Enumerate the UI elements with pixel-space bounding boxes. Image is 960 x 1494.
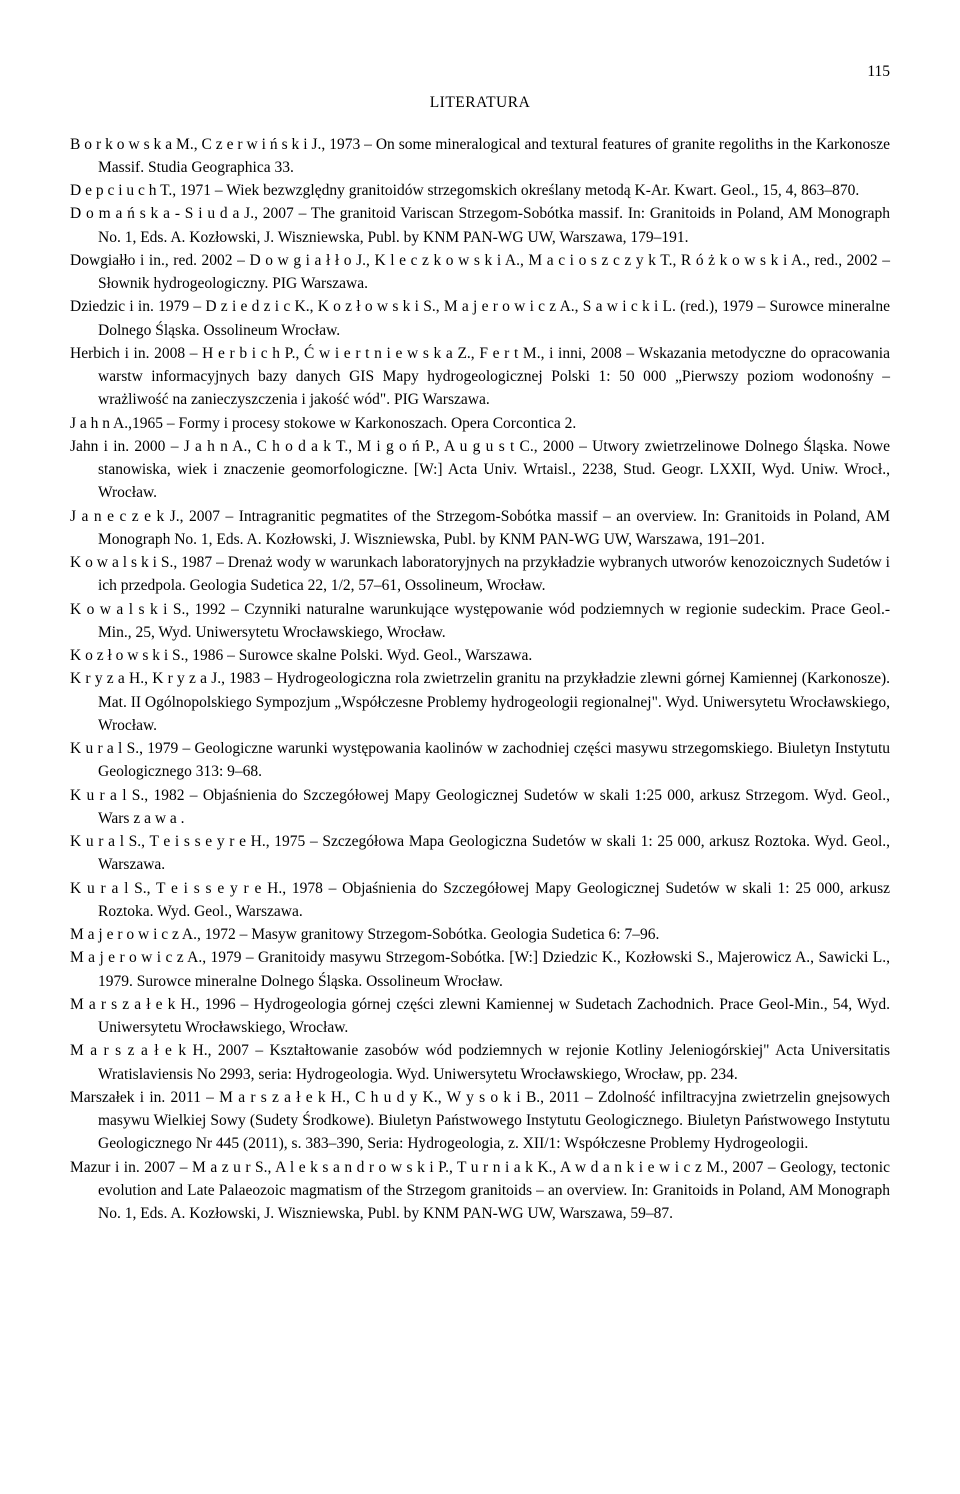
reference-entry: K o z ł o w s k i S., 1986 – Surowce ska… (70, 644, 890, 667)
reference-entry: K u r a l S., T e i s s e y r e H., 1978… (70, 877, 890, 924)
reference-entry: J a h n A.,1965 – Formy i procesy stokow… (70, 412, 890, 435)
reference-entry: D e p c i u c h T., 1971 – Wiek bezwzglę… (70, 179, 890, 202)
reference-entry: Dziedzic i in. 1979 – D z i e d z i c K.… (70, 295, 890, 342)
reference-entry: K o w a l s k i S., 1987 – Drenaż wody w… (70, 551, 890, 598)
reference-entry: B o r k o w s k a M., C z e r w i ń s k … (70, 133, 890, 180)
reference-entry: K u r a l S., 1979 – Geologiczne warunki… (70, 737, 890, 784)
section-heading: LITERATURA (70, 91, 890, 114)
reference-entry: K o w a l s k i S., 1992 – Czynniki natu… (70, 598, 890, 645)
reference-entry: M a r s z a ł e k H., 2007 – Kształtowan… (70, 1039, 890, 1086)
reference-entry: D o m a ń s k a - S i u d a J., 2007 – T… (70, 202, 890, 249)
references-list: B o r k o w s k a M., C z e r w i ń s k … (70, 133, 890, 1226)
reference-entry: Dowgiałło i in., red. 2002 – D o w g i a… (70, 249, 890, 296)
page-number: 115 (70, 60, 890, 83)
reference-entry: Marszałek i in. 2011 – M a r s z a ł e k… (70, 1086, 890, 1156)
reference-entry: K u r a l S., 1982 – Objaśnienia do Szcz… (70, 784, 890, 831)
reference-entry: M a j e r o w i c z A., 1979 – Granitoid… (70, 946, 890, 993)
reference-entry: K r y z a H., K r y z a J., 1983 – Hydro… (70, 667, 890, 737)
reference-entry: M a j e r o w i c z A., 1972 – Masyw gra… (70, 923, 890, 946)
reference-entry: Jahn i in. 2000 – J a h n A., C h o d a … (70, 435, 890, 505)
reference-entry: J a n e c z e k J., 2007 – Intragranitic… (70, 505, 890, 552)
reference-entry: K u r a l S., T e i s s e y r e H., 1975… (70, 830, 890, 877)
reference-entry: M a r s z a ł e k H., 1996 – Hydrogeolog… (70, 993, 890, 1040)
reference-entry: Mazur i in. 2007 – M a z u r S., A l e k… (70, 1156, 890, 1226)
reference-entry: Herbich i in. 2008 – H e r b i c h P., Ć… (70, 342, 890, 412)
